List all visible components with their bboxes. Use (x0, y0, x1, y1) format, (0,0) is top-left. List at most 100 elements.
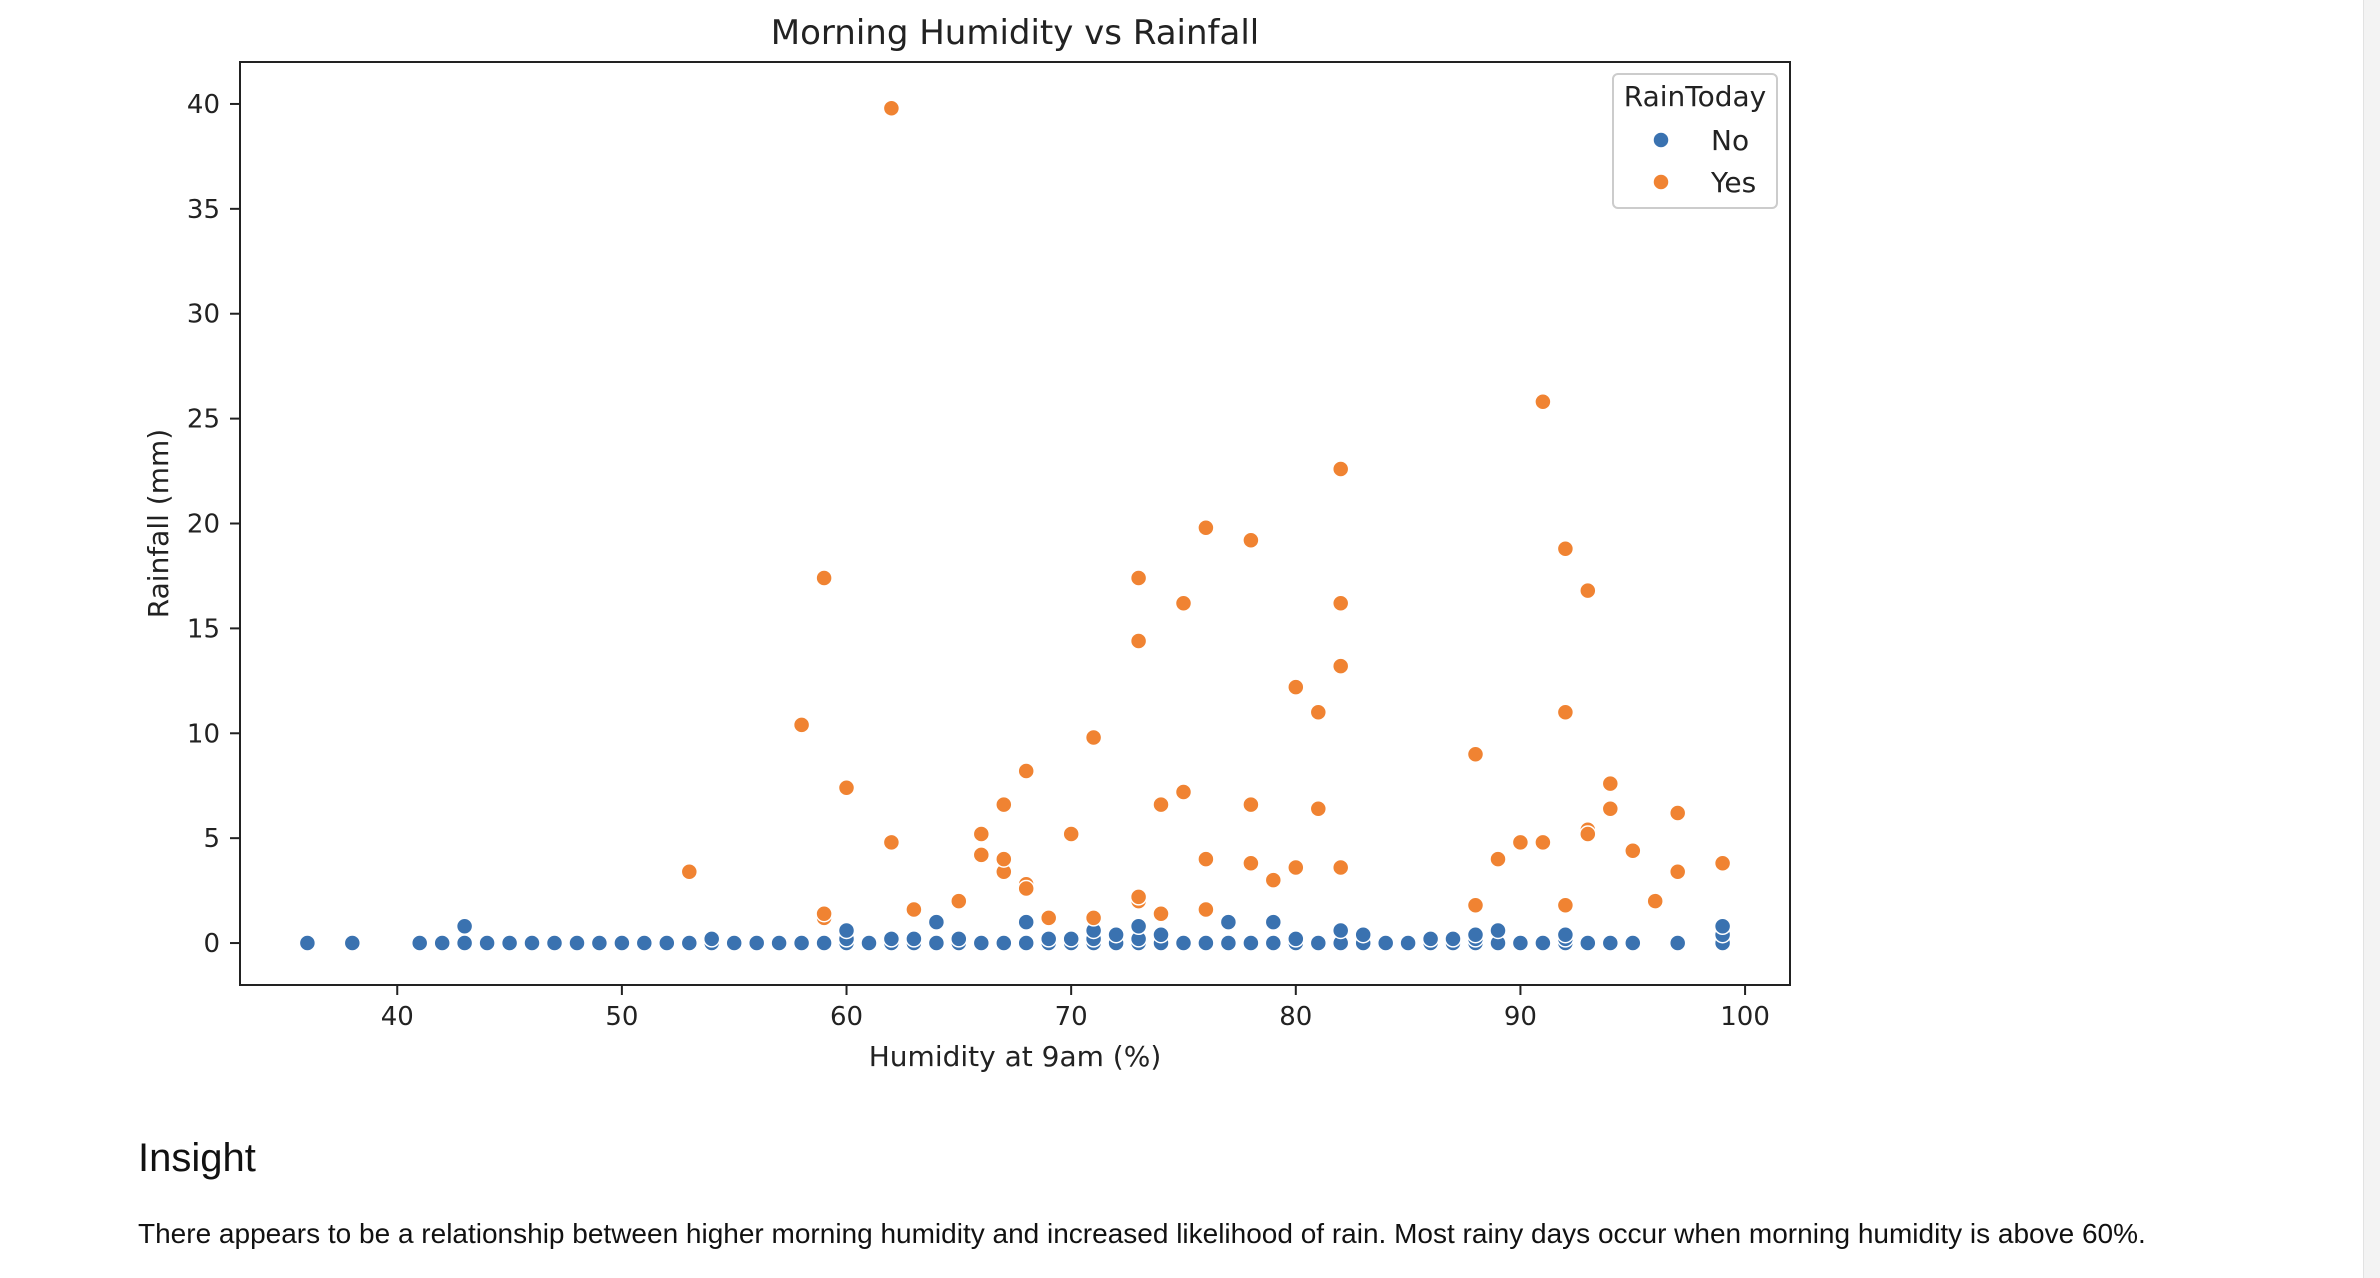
point-yes (815, 904, 833, 923)
point-yes (1466, 896, 1485, 915)
point-yes (1242, 854, 1260, 873)
point-yes (1197, 518, 1215, 537)
point-yes (1287, 858, 1305, 877)
point-no (613, 934, 631, 952)
point-no (950, 930, 968, 948)
point-yes (1309, 703, 1328, 722)
point-no (1579, 934, 1597, 952)
point-no (433, 934, 451, 952)
x-tick-label: 40 (381, 1002, 414, 1032)
point-yes (1331, 460, 1350, 478)
point-yes (1152, 904, 1170, 923)
point-no (455, 934, 474, 952)
point-no (837, 921, 856, 940)
point-yes (1129, 632, 1148, 650)
point-no (702, 930, 721, 948)
point-yes (1197, 900, 1215, 919)
point-no (455, 917, 474, 936)
point-no (1152, 925, 1170, 944)
insight-text: There appears to be a relationship betwe… (138, 1218, 2146, 1249)
point-no (1219, 913, 1238, 931)
point-no (1039, 930, 1058, 948)
point-no (1624, 934, 1642, 952)
point-yes (1152, 795, 1170, 814)
point-yes (1466, 745, 1485, 764)
point-no (1017, 913, 1035, 931)
point-yes (1668, 804, 1687, 822)
x-tick-label: 60 (830, 1002, 863, 1032)
point-no (1197, 934, 1215, 952)
point-yes (1331, 594, 1350, 612)
point-no (1264, 934, 1283, 952)
point-no (1309, 934, 1328, 952)
point-no (658, 934, 676, 952)
point-yes (815, 569, 833, 587)
point-yes (1084, 728, 1103, 747)
point-no (860, 934, 878, 952)
point-no (1107, 925, 1125, 944)
point-yes (1556, 539, 1575, 558)
point-yes (1579, 581, 1597, 600)
legend-marker-yes (1652, 173, 1670, 191)
point-no (972, 934, 991, 952)
point-no (770, 934, 788, 952)
point-no (1421, 930, 1440, 948)
point-no (1444, 930, 1462, 948)
point-no (1668, 934, 1687, 952)
y-axis-label: Rainfall (mm) (142, 429, 175, 618)
y-tick-label: 25 (187, 405, 220, 435)
point-no (815, 934, 833, 952)
point-no (1219, 934, 1238, 952)
point-yes (1129, 888, 1148, 906)
point-no (1556, 925, 1575, 944)
point-yes (1713, 854, 1732, 873)
point-no (545, 934, 564, 952)
legend-label-yes: Yes (1710, 166, 1756, 199)
point-no (1713, 917, 1732, 936)
y-tick-label: 35 (187, 195, 220, 225)
point-no (905, 930, 923, 948)
y-tick-label: 15 (187, 614, 220, 644)
point-yes (1331, 657, 1350, 675)
point-yes (882, 99, 901, 117)
x-tick-label: 50 (605, 1002, 638, 1032)
point-yes (1624, 841, 1642, 860)
y-tick-label: 40 (187, 90, 220, 120)
legend-box (1612, 73, 1778, 209)
point-yes (1039, 909, 1058, 927)
point-no (635, 934, 654, 952)
point-no (478, 934, 496, 952)
y-tick-label: 20 (187, 510, 220, 540)
vertical-scrollbar[interactable] (2363, 0, 2380, 1278)
point-no (410, 934, 429, 952)
point-yes (1489, 850, 1507, 868)
y-tick-label: 10 (187, 719, 220, 749)
point-yes (1174, 594, 1193, 612)
point-yes (1534, 833, 1552, 852)
point-yes (837, 779, 856, 797)
legend-title: RainToday (1624, 80, 1767, 113)
point-no (882, 930, 901, 948)
point-yes (1579, 825, 1597, 843)
point-no (523, 934, 541, 952)
point-no (1376, 934, 1395, 952)
point-no (1354, 925, 1372, 944)
point-yes (1331, 858, 1350, 877)
x-tick-label: 100 (1720, 1002, 1770, 1032)
point-no (1331, 921, 1350, 940)
point-no (1174, 934, 1193, 952)
point-no (927, 934, 946, 952)
point-no (1287, 930, 1305, 948)
point-yes (1084, 909, 1103, 927)
point-yes (1511, 833, 1530, 852)
point-no (1264, 913, 1283, 931)
point-yes (1601, 800, 1620, 818)
point-no (1601, 934, 1620, 952)
x-tick-label: 70 (1055, 1002, 1088, 1032)
point-yes (1264, 871, 1283, 889)
point-yes (950, 892, 968, 910)
point-no (1017, 934, 1035, 952)
x-axis-label: Humidity at 9am (%) (869, 1040, 1162, 1073)
point-no (298, 934, 317, 952)
point-no (500, 934, 519, 952)
